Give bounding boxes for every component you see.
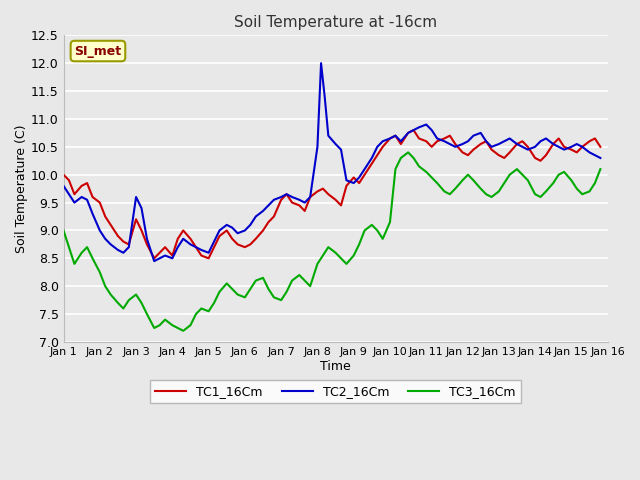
TC2_16Cm bbox=[524, 147, 532, 153]
TC3_16Cm bbox=[132, 292, 140, 298]
TC1_16Cm bbox=[410, 127, 417, 133]
TC1_16Cm bbox=[518, 138, 526, 144]
TC2_16Cm bbox=[125, 244, 132, 250]
Line: TC1_16Cm: TC1_16Cm bbox=[63, 130, 600, 258]
Legend: TC1_16Cm, TC2_16Cm, TC3_16Cm: TC1_16Cm, TC2_16Cm, TC3_16Cm bbox=[150, 380, 521, 403]
TC3_16Cm bbox=[531, 192, 539, 197]
TC3_16Cm bbox=[518, 172, 526, 178]
Title: Soil Temperature at -16cm: Soil Temperature at -16cm bbox=[234, 15, 437, 30]
TC1_16Cm bbox=[531, 155, 539, 161]
TC2_16Cm bbox=[379, 138, 387, 144]
TC2_16Cm bbox=[60, 183, 67, 189]
TC3_16Cm bbox=[60, 228, 67, 233]
TC2_16Cm bbox=[596, 155, 604, 161]
TC3_16Cm bbox=[446, 192, 454, 197]
TC2_16Cm bbox=[192, 244, 200, 250]
TC1_16Cm bbox=[228, 236, 236, 242]
TC1_16Cm bbox=[446, 133, 454, 139]
TC3_16Cm bbox=[404, 150, 412, 156]
TC2_16Cm bbox=[591, 152, 599, 158]
Line: TC3_16Cm: TC3_16Cm bbox=[63, 153, 600, 331]
Line: TC2_16Cm: TC2_16Cm bbox=[63, 63, 600, 261]
Y-axis label: Soil Temperature (C): Soil Temperature (C) bbox=[15, 124, 28, 253]
X-axis label: Time: Time bbox=[320, 360, 351, 372]
TC3_16Cm bbox=[586, 189, 593, 194]
TC3_16Cm bbox=[179, 328, 187, 334]
Text: SI_met: SI_met bbox=[74, 45, 122, 58]
TC3_16Cm bbox=[228, 286, 236, 292]
TC1_16Cm bbox=[596, 144, 604, 150]
TC3_16Cm bbox=[596, 166, 604, 172]
TC1_16Cm bbox=[150, 255, 158, 261]
TC2_16Cm bbox=[205, 250, 212, 256]
TC2_16Cm bbox=[317, 60, 325, 66]
TC1_16Cm bbox=[60, 172, 67, 178]
TC2_16Cm bbox=[150, 258, 158, 264]
TC1_16Cm bbox=[132, 216, 140, 222]
TC1_16Cm bbox=[586, 138, 593, 144]
